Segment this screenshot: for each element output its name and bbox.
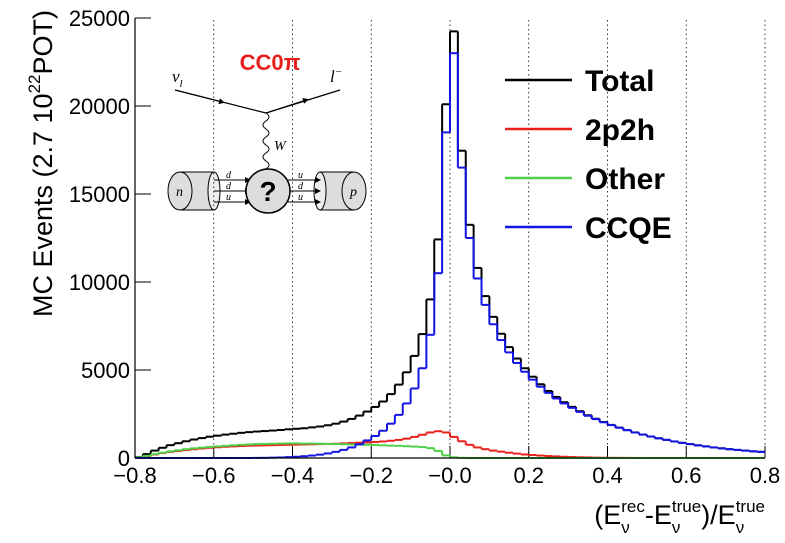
nucleon-out: p [349,185,357,200]
x-tick-label: 0.2 [513,463,544,488]
y-tick-label: 0 [118,446,130,471]
axis-title-part: -E [645,500,672,530]
blob-label: ? [259,176,276,207]
axis-title-sup: 22 [25,75,44,94]
quark-lines [214,177,321,205]
x-tick-label: 0.4 [592,463,623,488]
x-tick-label: −0.4 [271,463,314,488]
step-connector [141,443,467,458]
axis-title-sup: rec [621,497,645,516]
axis-title-sup: true [672,497,701,516]
x-tick-label: −0.2 [350,463,393,488]
y-tick-label: 5000 [81,358,130,383]
y-tick-label: 25000 [69,6,130,31]
legend-label: Other [585,163,665,196]
legend-label: CCQE [585,212,672,245]
axis-title-part: MC Events (2.7 10 [28,93,58,317]
step-connector [252,53,759,458]
lepton-in: νl [172,67,183,90]
y-tick-label: 10000 [69,270,130,295]
quark-label: d [226,181,232,192]
quark-label: d [226,170,232,181]
arrow [174,89,225,105]
x-tick-label: −0.0 [428,463,471,488]
axis-title-part: )/E [701,500,736,530]
legend-label: Total [585,65,654,98]
arrow [265,98,309,114]
quark-label: u [298,170,303,181]
nucleon-end [341,171,367,211]
quark-label: d [298,181,304,192]
quark-label: u [226,192,231,203]
y-tick-label: 20000 [69,94,130,119]
x-tick-label: −0.6 [192,463,235,488]
axis-title-sub: ν [621,518,630,537]
inset-title: CC0π [240,50,301,75]
y-tick-label: 15000 [69,182,130,207]
x-tick-label: −0.8 [113,463,156,488]
quark-label: u [298,192,303,203]
axis-title-sup: true [736,497,765,516]
x-tick-label: 0.6 [671,463,702,488]
boson-label: W [274,139,287,154]
axis-title-part: POT) [28,10,58,75]
axis-title-sub: ν [736,518,745,537]
lepton-out: l− [330,66,342,86]
boson-line [262,112,270,170]
x-tick-label: 0.8 [750,463,781,488]
blob [245,168,291,214]
nucleon-end [167,171,193,211]
axis-title-part: (E [594,500,621,530]
axis-title-sub: ν [672,518,681,537]
nucleon-in: n [176,185,183,200]
legend-label: 2p2h [585,114,655,147]
